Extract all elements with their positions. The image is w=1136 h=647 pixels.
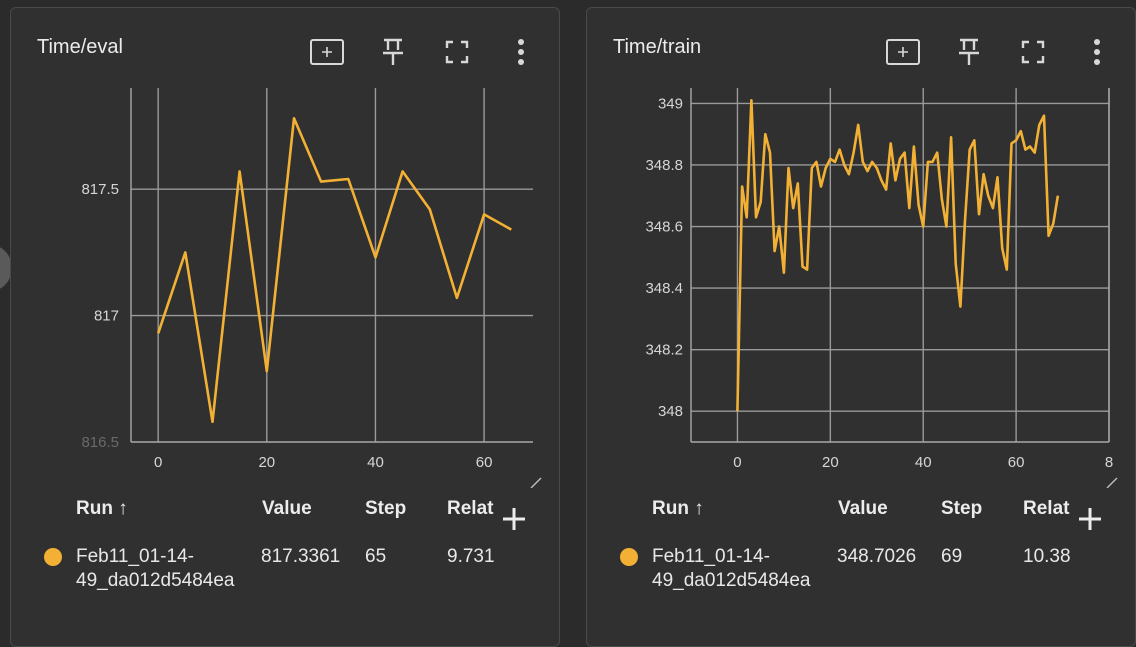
- x-tick-label: 0: [733, 454, 741, 471]
- y-tick-label: 348.4: [645, 280, 683, 297]
- run-name-line2: 49_da012d5484ea: [652, 570, 811, 591]
- fullscreen-button[interactable]: [439, 34, 475, 70]
- x-tick-label: 20: [258, 454, 275, 471]
- series-line: [156, 117, 512, 424]
- pin-icon: [383, 38, 403, 65]
- y-tick-label: 816.5: [81, 434, 119, 451]
- column-header-relative[interactable]: Relat: [1023, 498, 1070, 519]
- y-tick-label: 817.5: [81, 181, 119, 198]
- x-tick-label: 40: [367, 454, 384, 471]
- run-color-dot[interactable]: [44, 548, 62, 566]
- card-title: Time/eval: [37, 36, 123, 58]
- add-column-button[interactable]: [499, 504, 529, 534]
- more-options-button[interactable]: [1079, 34, 1115, 70]
- y-tick-label: 349: [658, 95, 683, 112]
- column-header-step[interactable]: Step: [941, 498, 983, 519]
- run-step: 65: [365, 546, 387, 567]
- scalar-card-time-train: Time/train 0 20 40 60 8 348 348.2 348.4 348.6 348…: [586, 7, 1136, 647]
- y-tick-label: 348.8: [645, 157, 683, 174]
- run-name: Feb11_01-14- 49_da012d5484ea: [652, 545, 811, 593]
- x-tick-label: 0: [154, 454, 162, 471]
- y-tick-label: 348: [658, 403, 683, 420]
- x-tick-label: 60: [476, 454, 493, 471]
- y-tick-label: 817: [94, 308, 119, 325]
- run-value: 817.3361: [261, 546, 341, 567]
- plus-icon: [1079, 508, 1101, 530]
- fit-domain-icon: [310, 39, 344, 65]
- fit-domain-button[interactable]: [309, 34, 345, 70]
- fullscreen-button[interactable]: [1015, 34, 1051, 70]
- column-header-value[interactable]: Value: [262, 498, 312, 519]
- x-tick-label: 60: [1008, 454, 1025, 471]
- column-header-value[interactable]: Value: [838, 498, 888, 519]
- run-name-line1: Feb11_01-14-: [652, 546, 770, 567]
- add-column-button[interactable]: [1075, 504, 1105, 534]
- column-header-run[interactable]: Run ↑: [652, 498, 704, 519]
- line-chart[interactable]: 0 20 40 60 816.5 817 817.5: [11, 8, 559, 488]
- pin-button[interactable]: [951, 34, 987, 70]
- run-value: 348.7026: [837, 546, 917, 567]
- x-tick-label: 40: [915, 454, 932, 471]
- fit-domain-button[interactable]: [885, 34, 921, 70]
- x-tick-label: 20: [822, 454, 839, 471]
- more-vert-icon: [1094, 39, 1100, 65]
- run-name: Feb11_01-14- 49_da012d5484ea: [76, 545, 235, 593]
- y-tick-label: 348.6: [645, 219, 683, 236]
- column-header-run[interactable]: Run ↑: [76, 498, 128, 519]
- y-tick-label: 348.2: [645, 342, 683, 359]
- pin-button[interactable]: [375, 34, 411, 70]
- run-name-line2: 49_da012d5484ea: [76, 570, 235, 591]
- resize-handle-icon: [530, 477, 542, 488]
- more-options-button[interactable]: [503, 34, 539, 70]
- column-header-step[interactable]: Step: [365, 498, 407, 519]
- fullscreen-icon: [1021, 40, 1045, 64]
- run-relative: 10.38: [1023, 546, 1071, 567]
- run-step: 69: [941, 546, 963, 567]
- plus-icon: [503, 508, 525, 530]
- column-header-relative[interactable]: Relat: [447, 498, 494, 519]
- card-title: Time/train: [613, 36, 702, 58]
- run-name-line1: Feb11_01-14-: [76, 546, 194, 567]
- pin-icon: [959, 38, 979, 65]
- scalar-card-time-eval: Time/eval 0 20 40 60 816.5 817 817.5 Run ↑ Val…: [10, 7, 560, 647]
- more-vert-icon: [518, 39, 524, 65]
- fullscreen-icon: [445, 40, 469, 64]
- fit-domain-icon: [886, 39, 920, 65]
- resize-handle-icon: [1106, 477, 1118, 488]
- run-relative: 9.731: [447, 546, 495, 567]
- run-color-dot[interactable]: [620, 548, 638, 566]
- series-line: [736, 99, 1060, 412]
- line-chart[interactable]: 0 20 40 60 8 348 348.2 348.4 348.6 348.8 349: [587, 8, 1135, 488]
- x-tick-label: 8: [1105, 454, 1113, 471]
